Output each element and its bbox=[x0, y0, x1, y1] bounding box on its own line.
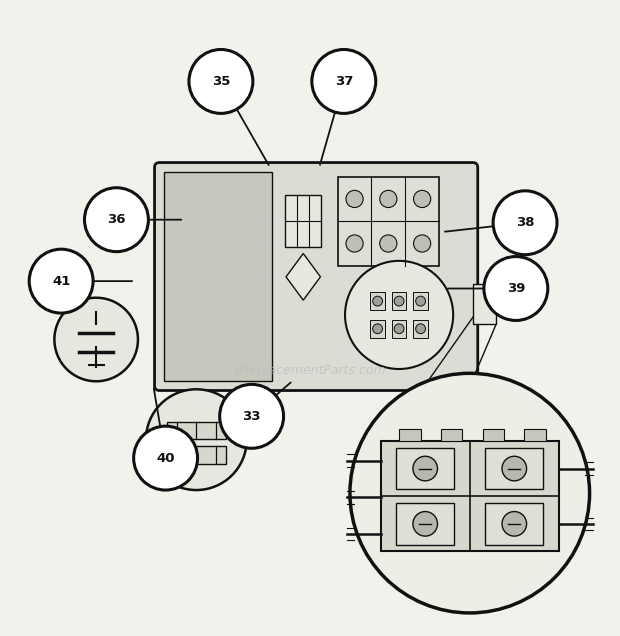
Circle shape bbox=[346, 235, 363, 252]
Circle shape bbox=[414, 235, 431, 252]
FancyBboxPatch shape bbox=[154, 163, 478, 391]
Circle shape bbox=[219, 384, 283, 448]
Text: 38: 38 bbox=[516, 216, 534, 229]
Text: 40: 40 bbox=[156, 452, 175, 464]
Bar bbox=[370, 319, 385, 338]
Bar bbox=[396, 448, 454, 490]
Text: 33: 33 bbox=[242, 410, 261, 423]
Circle shape bbox=[379, 190, 397, 207]
Text: 36: 36 bbox=[107, 213, 126, 226]
Bar bbox=[485, 448, 544, 490]
Circle shape bbox=[379, 235, 397, 252]
Bar bbox=[164, 172, 272, 381]
Bar bbox=[381, 441, 559, 551]
Circle shape bbox=[415, 324, 425, 334]
Circle shape bbox=[350, 373, 590, 613]
Bar bbox=[482, 429, 504, 441]
Bar bbox=[441, 429, 463, 441]
Polygon shape bbox=[286, 254, 321, 300]
Circle shape bbox=[394, 296, 404, 306]
Circle shape bbox=[29, 249, 93, 313]
Bar bbox=[473, 284, 496, 324]
Bar bbox=[396, 503, 454, 544]
Bar bbox=[392, 319, 407, 338]
Circle shape bbox=[346, 190, 363, 207]
Circle shape bbox=[84, 188, 148, 252]
Bar bbox=[399, 429, 420, 441]
Circle shape bbox=[373, 324, 383, 334]
Circle shape bbox=[394, 324, 404, 334]
Text: 35: 35 bbox=[211, 75, 230, 88]
Circle shape bbox=[413, 456, 438, 481]
Circle shape bbox=[493, 191, 557, 254]
Circle shape bbox=[502, 456, 526, 481]
Circle shape bbox=[484, 256, 548, 321]
Circle shape bbox=[502, 511, 526, 536]
Bar bbox=[392, 292, 407, 310]
Circle shape bbox=[134, 426, 198, 490]
Circle shape bbox=[312, 50, 376, 113]
Circle shape bbox=[413, 511, 438, 536]
Bar bbox=[485, 503, 544, 544]
Bar bbox=[370, 292, 385, 310]
Bar bbox=[525, 429, 546, 441]
Circle shape bbox=[146, 389, 247, 490]
Bar bbox=[167, 446, 226, 464]
Bar bbox=[167, 422, 226, 439]
Bar bbox=[285, 195, 321, 247]
Circle shape bbox=[414, 190, 431, 207]
Circle shape bbox=[373, 296, 383, 306]
Bar bbox=[338, 177, 439, 266]
Circle shape bbox=[345, 261, 453, 369]
Circle shape bbox=[55, 298, 138, 382]
Text: eReplacementParts.com: eReplacementParts.com bbox=[234, 364, 386, 377]
Bar bbox=[413, 292, 428, 310]
Bar bbox=[413, 319, 428, 338]
Text: 41: 41 bbox=[52, 275, 70, 287]
Text: 37: 37 bbox=[335, 75, 353, 88]
Circle shape bbox=[189, 50, 253, 113]
Text: 39: 39 bbox=[507, 282, 525, 295]
Circle shape bbox=[415, 296, 425, 306]
